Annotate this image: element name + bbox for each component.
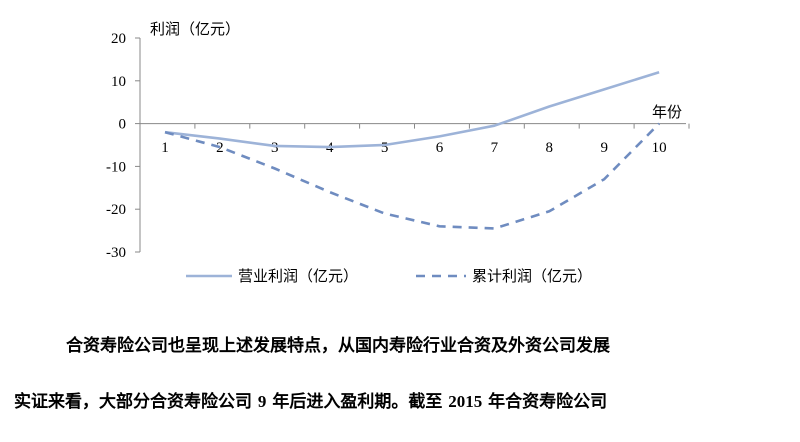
x-tick-label: 10 (652, 140, 667, 156)
x-axis-title: 年份 (652, 103, 682, 121)
x-tick-label: 7 (491, 140, 499, 156)
x-tick-label: 3 (271, 140, 279, 156)
x-tick-label: 9 (600, 140, 608, 156)
paragraph-text: 合资寿险公司也呈现上述发展特点，从国内寿险行业合资及外资公司发展 (66, 336, 610, 356)
chart-legend: 营业利润（亿元） 累计利润（亿元） (186, 267, 592, 285)
operating-profit-line (164, 70, 660, 149)
x-tick-label: 6 (436, 140, 444, 156)
cumulative-profit-line (164, 122, 661, 230)
y-tick-label: -30 (106, 245, 126, 261)
y-tick-label: 20 (111, 31, 126, 47)
x-tick-label: 5 (381, 140, 389, 156)
paragraph-text: 实证来看，大部分合资寿险公司 (14, 392, 258, 412)
paragraph-text: 年后进入盈利期。截至 (266, 392, 449, 412)
x-tick-label: 2 (216, 140, 224, 156)
y-tick-label: 0 (119, 117, 127, 133)
legend-label: 累计利润（亿元） (472, 267, 592, 285)
paragraph-line-1: 合资寿险公司也呈现上述发展特点，从国内寿险行业合资及外资公司发展 (0, 336, 800, 356)
x-tick-label: 1 (161, 140, 169, 156)
legend-label: 营业利润（亿元） (238, 267, 358, 285)
y-tick-label: -10 (106, 159, 126, 175)
series-lines (164, 70, 661, 230)
paragraph-number: 9 (257, 392, 267, 411)
x-tick-label: 8 (546, 140, 554, 156)
y-tick-label: 10 (111, 74, 126, 90)
y-axis-ticks: 20 10 0 -10 -20 -30 (106, 31, 140, 261)
paragraph-line-2: 实证来看，大部分合资寿险公司 9 年后进入盈利期。截至 2015 年合资寿险公司 (0, 392, 800, 412)
paragraph-text: 年合资寿险公司 (482, 392, 608, 412)
chart-axes (139, 38, 686, 252)
y-axis-title: 利润（亿元） (150, 20, 240, 38)
paragraph-number: 2015 (448, 392, 483, 411)
y-tick-label: -20 (106, 202, 126, 218)
